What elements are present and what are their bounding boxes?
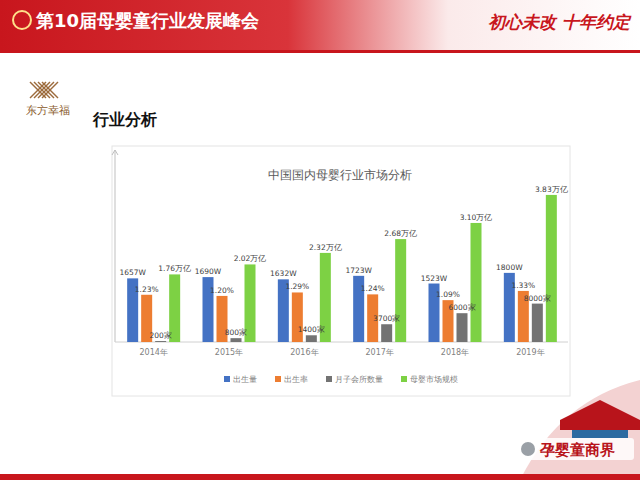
logo-mark [38,82,54,98]
x-tick-label: 2018年 [441,348,469,357]
data-label: 1.76万亿 [158,264,191,273]
legend-swatch [275,376,281,382]
logo-mark [38,82,54,98]
data-label: 1.23% [135,285,159,294]
data-label: 1523W [421,274,448,283]
legend-item: 出生率 [275,375,308,384]
header-band [0,0,640,50]
bar [395,239,406,342]
data-label: 1800W [496,263,523,272]
logo-mark [34,82,50,98]
logo-mark [42,82,58,98]
decoration [572,430,628,438]
y-axis [115,150,116,342]
legend-swatch [326,376,332,382]
decoration [0,474,640,480]
x-tick-label: 2015年 [215,348,243,357]
slogan: 初心未改 十年约定 [488,12,632,32]
logo-text: 东方幸福 [26,104,70,117]
data-label: 1.29% [285,282,309,291]
logo: 东方幸福 [26,82,70,117]
bar [231,338,242,342]
decoration [560,400,640,430]
bar [292,292,303,342]
data-label: 3.83万亿 [535,185,568,194]
data-label: 1690W [195,267,222,276]
x-tick-label: 2019年 [516,348,544,357]
data-label: 1723W [345,266,372,275]
x-tick-label: 2017年 [365,348,393,357]
watermark-icon [521,442,535,456]
chart-title: 中国国内母婴行业市场分析 [268,168,412,182]
bar [306,335,317,342]
watermark-patch [516,438,634,460]
data-label: 3.10万亿 [460,213,493,222]
logo-mark [42,82,58,98]
data-label: 1.33% [511,281,535,290]
legend-label: 月子会所数量 [335,375,383,384]
header-rule [0,50,640,53]
data-label: 2.32万亿 [309,243,342,252]
legend-item: 月子会所数量 [326,375,383,384]
data-label: 2.02万亿 [234,254,267,263]
bar [381,324,392,342]
legend-label: 出生量 [233,375,257,384]
bar [532,304,543,342]
chart-frame [112,146,570,396]
data-label: 2.68万亿 [384,229,417,238]
x-tick-label: 2014年 [139,348,167,357]
data-label: 200家 [150,331,172,340]
legend-label: 出生率 [284,375,308,384]
legend-label: 母婴市场规模 [410,375,458,384]
y-axis-arrow [112,150,118,155]
data-label: 6000家 [448,303,475,312]
data-label: 1.24% [361,284,385,293]
logo-mark [34,82,50,98]
heading: 行业分析 [92,110,157,129]
bar [546,195,557,342]
data-label: 1.09% [436,290,460,299]
data-labels: 1657W 1.23% 200家 1.76万亿 1690W 1.20% 800家 2.02万亿… [119,185,567,340]
legend-swatch [401,376,407,382]
data-label: 800家 [225,328,247,337]
x-tick-label: 2016年 [290,348,318,357]
data-label: 1400家 [298,325,325,334]
data-label: 1632W [270,269,297,278]
data-label: 3700家 [373,314,400,323]
bars [127,195,557,342]
legend-item: 母婴市场规模 [401,375,458,384]
data-label: 8000家 [524,294,551,303]
data-label: 1657W [119,268,146,277]
legend-item: 出生量 [224,375,257,384]
legend-swatch [224,376,230,382]
bar [471,223,482,342]
header-badge [13,11,31,29]
legend: 出生量 出生率 月子会所数量 母婴市场规模 [224,375,458,384]
bar [155,341,166,342]
bar [457,313,468,342]
header-title: 第10届母婴童行业发展峰会 [35,10,260,31]
x-axis [115,342,568,343]
watermark: 孕婴童商界 [539,441,615,459]
data-label: 1.20% [210,286,234,295]
